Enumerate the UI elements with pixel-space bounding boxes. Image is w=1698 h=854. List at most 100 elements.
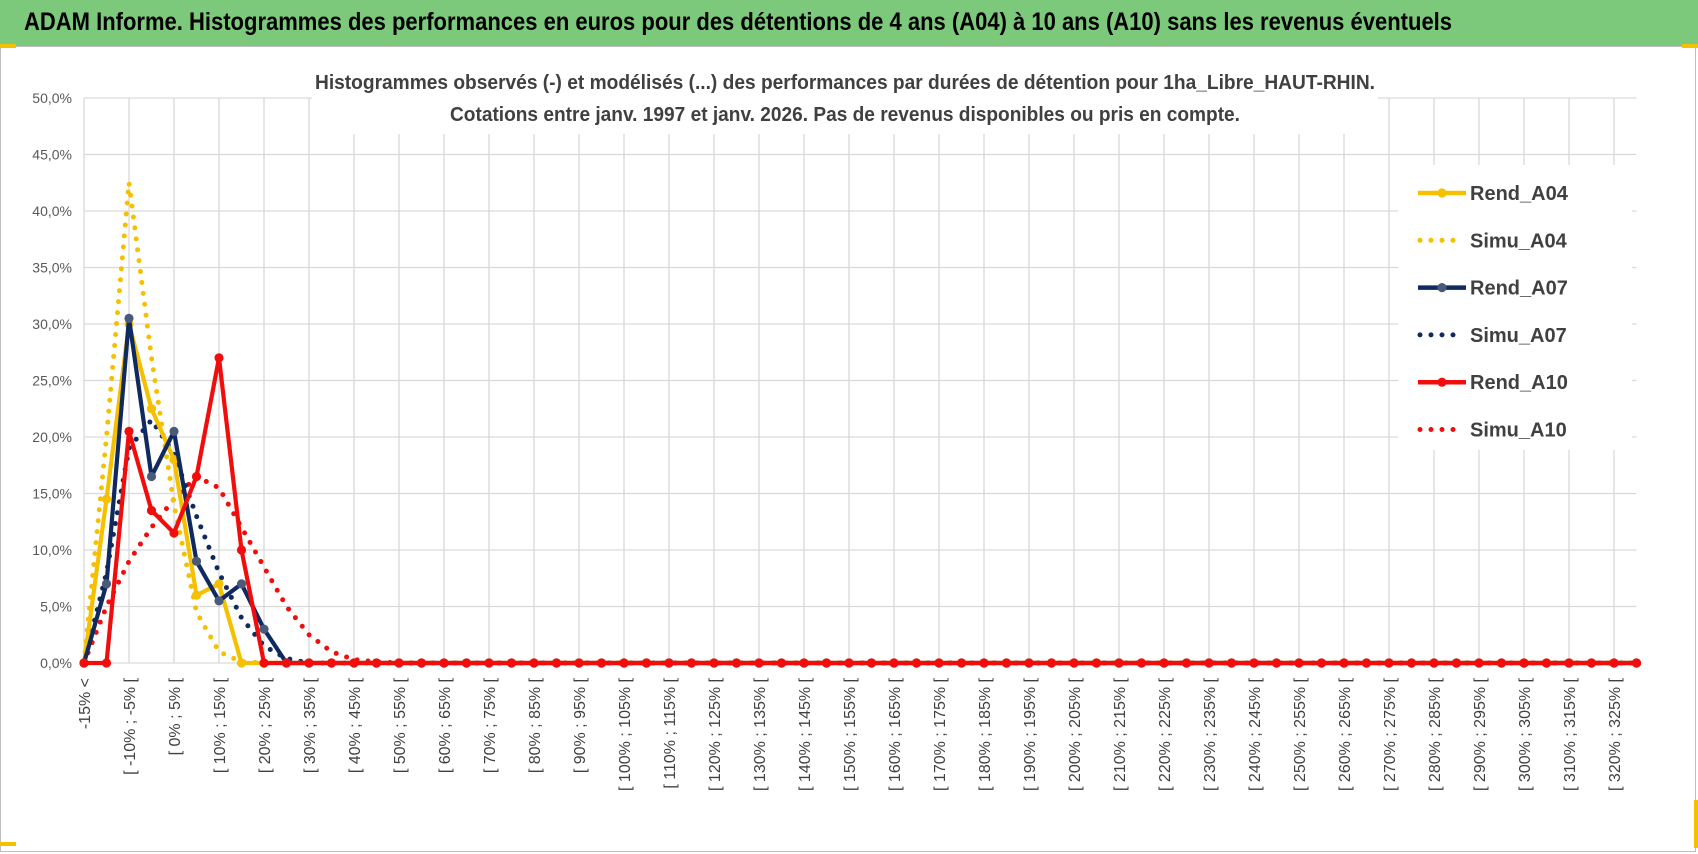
data-point <box>1631 658 1642 668</box>
data-point <box>979 658 989 668</box>
data-point <box>101 494 112 504</box>
legend-background <box>1398 165 1632 450</box>
x-tick-label: [ 160% ; 165% [ <box>887 677 904 791</box>
x-tick-label: [ 270% ; 275% [ <box>1382 677 1399 791</box>
x-tick-label: [ 70% ; 75% [ <box>482 677 499 773</box>
x-axis-ticks: -15% < [ -10% ; -5% [[ 0% ; 5% [[ 10% ; 1… <box>77 677 1624 791</box>
data-point <box>1159 658 1169 668</box>
data-point <box>1271 658 1282 668</box>
y-tick-label: 25,0% <box>32 373 72 389</box>
legend-item: Simu_A04 <box>1417 230 1568 252</box>
x-tick-label: [ 220% ; 225% [ <box>1157 677 1174 791</box>
data-point <box>124 313 134 323</box>
corner-mark-bottom-right <box>1694 800 1698 848</box>
data-point <box>191 556 202 566</box>
x-tick-label: [ 170% ; 175% [ <box>932 677 949 791</box>
y-tick-label: 30,0% <box>32 316 72 332</box>
data-point <box>889 658 899 668</box>
x-tick-label: [ 50% ; 55% [ <box>392 677 409 773</box>
x-tick-label: [ 200% ; 205% [ <box>1067 677 1084 791</box>
data-point <box>776 658 787 668</box>
data-point <box>1406 658 1417 668</box>
data-point <box>191 471 202 482</box>
x-tick-label: [ 240% ; 245% [ <box>1247 677 1264 791</box>
chart-frame <box>0 46 1696 852</box>
data-point <box>529 658 539 668</box>
data-point <box>1361 658 1372 668</box>
y-tick-label: 40,0% <box>32 203 72 219</box>
data-point <box>1249 658 1259 668</box>
data-point <box>1226 658 1237 668</box>
data-point <box>1609 658 1619 668</box>
data-point <box>259 624 269 634</box>
y-tick-label: 35,0% <box>32 260 72 276</box>
data-point <box>146 505 157 516</box>
data-point <box>1339 658 1349 668</box>
data-point <box>281 658 292 668</box>
x-tick-label: [ 20% ; 25% [ <box>257 677 274 773</box>
data-point <box>1294 658 1304 668</box>
data-point <box>619 658 629 668</box>
legend-marker <box>1437 188 1447 198</box>
data-point <box>1384 658 1394 668</box>
legend-label: Simu_A04 <box>1470 230 1568 252</box>
data-point <box>1451 658 1462 668</box>
x-tick-label: [ 150% ; 155% [ <box>842 677 859 791</box>
data-point <box>506 658 517 668</box>
data-point <box>1586 658 1597 668</box>
x-tick-label: -15% < <box>77 678 94 729</box>
data-point <box>394 658 404 668</box>
y-tick-label: 10,0% <box>32 542 72 558</box>
data-point <box>259 658 269 668</box>
data-point <box>484 658 494 668</box>
data-point <box>146 471 157 482</box>
x-tick-label: [ 210% ; 215% [ <box>1112 677 1129 791</box>
data-point <box>934 658 944 668</box>
data-point <box>709 658 719 668</box>
data-point <box>731 658 742 668</box>
legend-label: Rend_A07 <box>1470 278 1568 300</box>
data-point <box>754 658 764 668</box>
legend-item: Simu_A10 <box>1417 420 1567 442</box>
x-tick-label: [ 30% ; 35% [ <box>302 677 319 773</box>
report-title: ADAM Informe. Histogrammes des performan… <box>24 8 1453 36</box>
legend-item: Rend_A07 <box>1418 278 1568 300</box>
data-point <box>169 426 179 436</box>
legend-label: Simu_A10 <box>1470 420 1567 442</box>
data-series <box>79 180 1642 668</box>
data-point <box>1001 658 1012 668</box>
data-point <box>956 658 967 668</box>
chart-title-line-2: Cotations entre janv. 1997 et janv. 2026… <box>450 104 1240 126</box>
series-simu-a10 <box>81 474 1639 666</box>
data-point <box>101 579 112 589</box>
series-line-dotted <box>81 474 1639 666</box>
corner-mark-top-left <box>0 44 16 48</box>
x-tick-label: [ 130% ; 135% [ <box>752 677 769 791</box>
corner-mark-bottom-left <box>0 842 16 846</box>
x-tick-label: [ 60% ; 65% [ <box>437 677 454 773</box>
x-tick-label: [ 280% ; 285% [ <box>1427 677 1444 791</box>
y-tick-label: 15,0% <box>32 486 72 502</box>
data-point <box>169 455 179 465</box>
data-point <box>911 658 922 668</box>
data-point <box>349 658 359 668</box>
series-line <box>84 355 1637 666</box>
x-tick-label: [ 0% ; 5% [ <box>167 677 184 755</box>
data-point <box>686 658 697 668</box>
data-point <box>844 658 854 668</box>
data-point <box>191 590 202 600</box>
data-point <box>146 404 157 414</box>
y-axis-ticks: 0,0% 5,0% 10,0% 15,0% 20,0% 25,0% 30,0% 35,0% 40… <box>32 90 72 671</box>
x-tick-label: [ 230% ; 235% [ <box>1202 677 1219 791</box>
x-tick-label: [ 40% ; 45% [ <box>347 677 364 773</box>
data-point <box>1069 658 1079 668</box>
data-point <box>214 353 224 363</box>
legend-label: Rend_A04 <box>1470 183 1569 205</box>
x-tick-label: [ 250% ; 255% [ <box>1292 677 1309 791</box>
y-tick-label: 0,0% <box>40 655 72 671</box>
data-point <box>214 579 224 589</box>
data-point <box>641 658 652 668</box>
title-background <box>312 64 1378 134</box>
y-tick-label: 45,0% <box>32 147 72 163</box>
x-tick-label: [ 100% ; 105% [ <box>617 677 634 791</box>
